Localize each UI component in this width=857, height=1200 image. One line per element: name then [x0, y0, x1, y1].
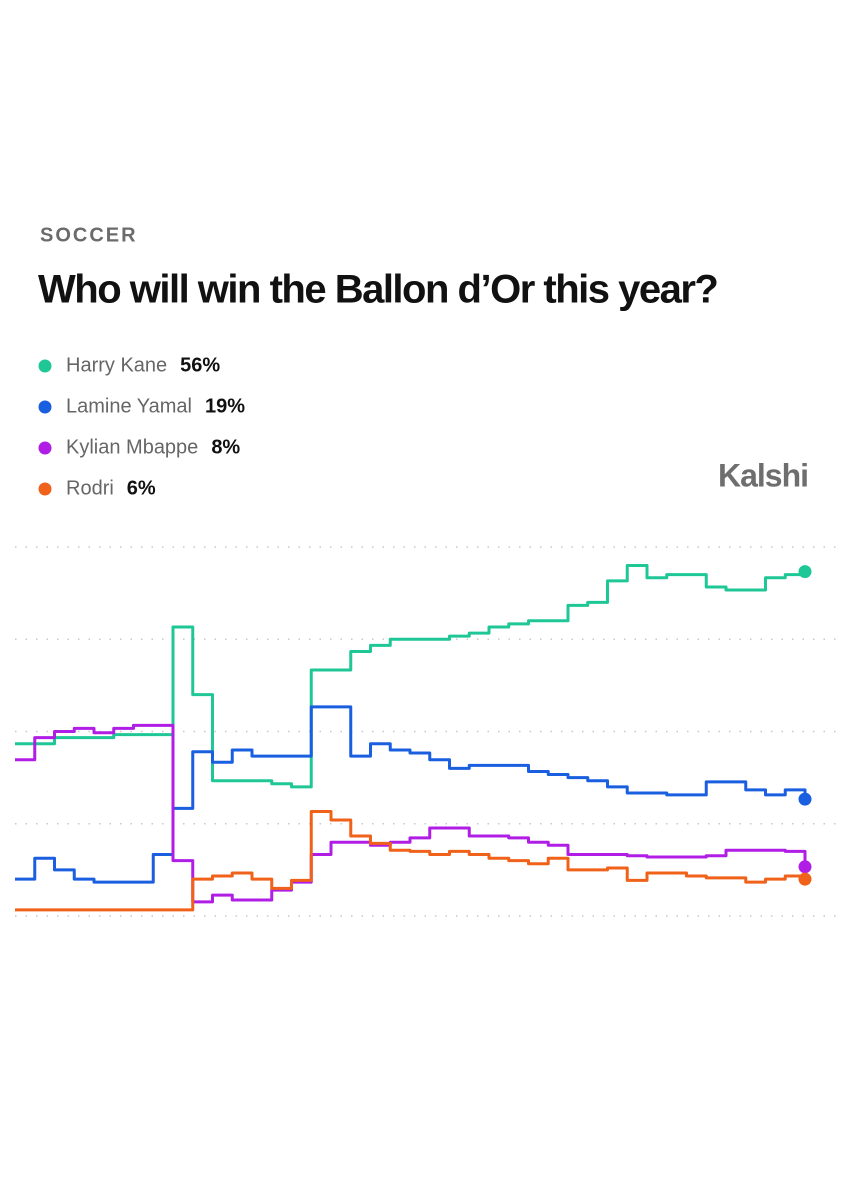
legend-name: Lamine Yamal: [66, 395, 192, 417]
chart-title: Who will win the Ballon d’Or this year?: [38, 268, 717, 312]
legend-name: Kylian Mbappe: [66, 436, 198, 458]
series-line: [15, 563, 807, 789]
series-line: [15, 809, 807, 912]
legend-name: Rodri: [66, 477, 114, 499]
legend-dot: [38, 441, 52, 455]
legend-dot: [38, 482, 52, 496]
legend-dot: [38, 359, 52, 373]
legend-value: 8%: [211, 436, 240, 458]
legend-value: 6%: [127, 477, 156, 499]
legend-dot: [38, 400, 52, 414]
end-dot: [798, 860, 812, 874]
brand-logo: Kalshi: [718, 457, 808, 493]
legend-name: Harry Kane: [66, 354, 167, 376]
end-dot: [798, 792, 812, 806]
series-line: [15, 705, 807, 884]
category: SOCCER: [40, 224, 138, 246]
end-dot: [798, 565, 812, 579]
legend-value: 19%: [205, 395, 245, 417]
legend-value: 56%: [180, 354, 220, 376]
end-dot: [798, 872, 812, 886]
